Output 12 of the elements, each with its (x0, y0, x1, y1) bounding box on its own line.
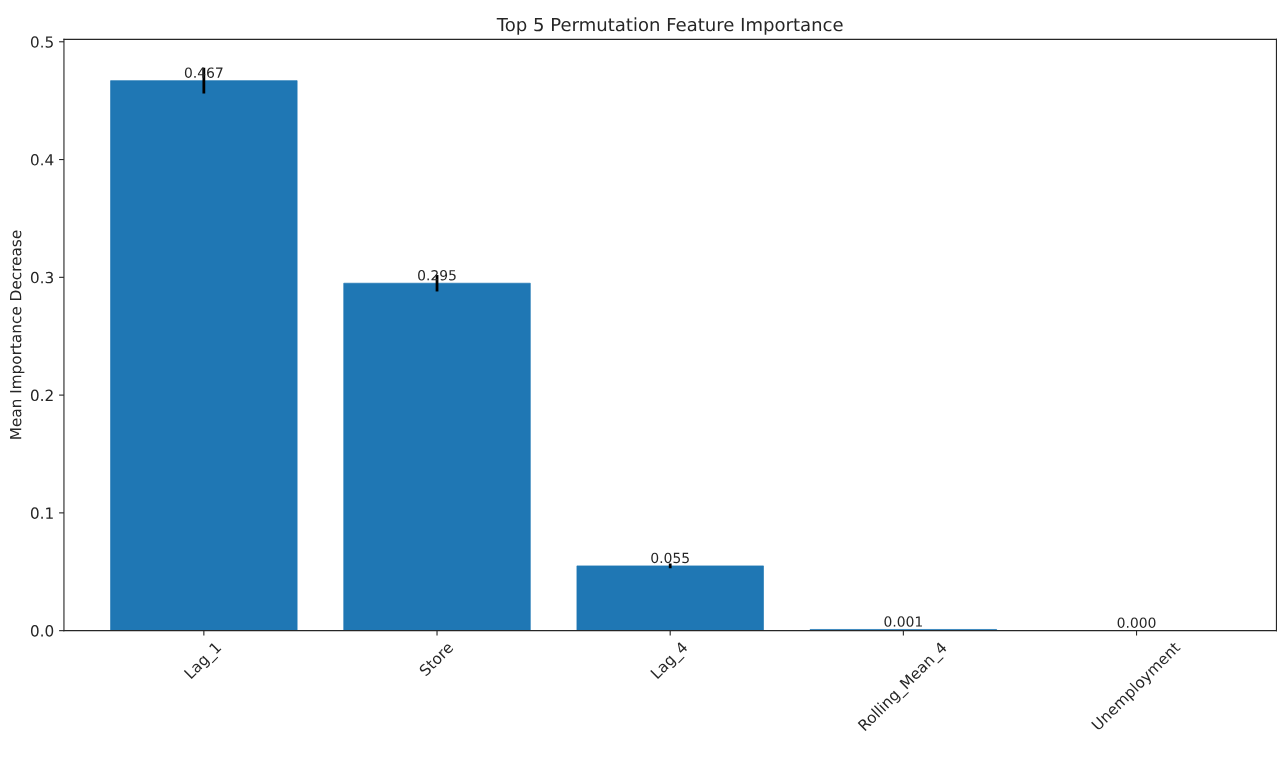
y-tick-label: 0.2 (30, 389, 53, 402)
y-tick-label: 0.3 (30, 271, 53, 284)
data-label: 0.055 (651, 552, 689, 564)
data-label: 0.295 (418, 270, 456, 281)
y-axis-title: Mean Importance Decrease (10, 230, 25, 439)
data-label: 0.001 (884, 616, 922, 627)
data-label: 0.000 (1117, 617, 1156, 628)
y-tick-label: 0.4 (30, 154, 54, 166)
chart-title: Top 5 Permutation Feature Importance (496, 17, 843, 35)
y-tick-label: 0.1 (30, 507, 53, 519)
y-tick-label: 0.5 (30, 36, 53, 48)
y-tick-label: 0.0 (30, 625, 54, 637)
